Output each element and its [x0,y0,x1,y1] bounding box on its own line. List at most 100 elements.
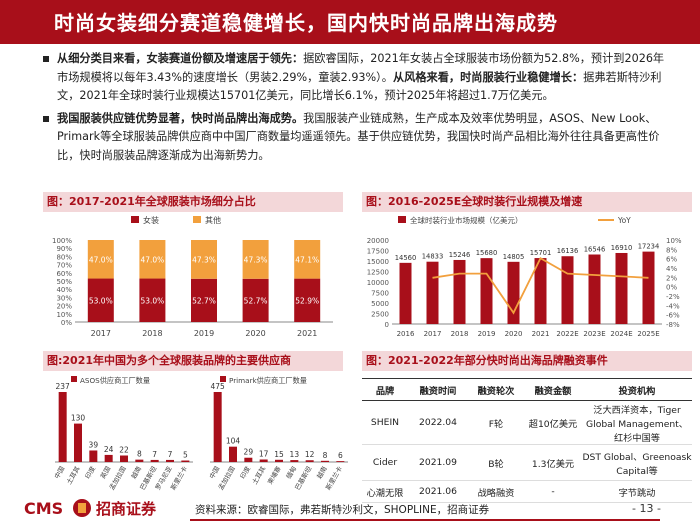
logo-emblem-inner [78,503,86,513]
figure-1-title: 图：2017-2021年全球服装市场细分占比 [43,192,343,212]
bar-supplier-count [244,457,253,462]
y-tick-label: 10000 [367,279,389,287]
data-label: 47.0% [89,255,113,264]
bar-supplier-count [74,423,82,462]
data-label: 53.0% [140,296,164,305]
x-tick-label: 2023E [583,330,605,338]
x-tick-label: 中国 [52,465,66,481]
bar-market-size [507,261,520,324]
legend-label: 女装 [143,215,159,225]
y-tick-label: 10% [56,311,72,319]
legend-label: Primark供应商工厂数量 [229,376,307,385]
bar-market-size [399,262,412,324]
y2-tick-label: 4% [666,265,677,273]
bullet-icon [43,115,49,122]
data-label: 39 [89,440,99,449]
bar-womenswear [294,278,321,322]
table-cell: 心潮无限 [362,480,408,503]
x-tick-label: 土耳其 [64,464,82,486]
x-tick-label: 印度 [83,464,98,480]
bar-other [87,240,114,279]
data-label: 47.3% [244,255,268,264]
bar-supplier-count [104,454,113,462]
table-cell: 2022.04 [408,400,468,445]
bullet-list: 从细分类目来看，女装赛道份额及增速居于领先：据欧睿国际，2021年女装占全球服装… [43,50,671,170]
y-tick-label: 90% [56,245,72,253]
yoy-line [432,256,649,315]
data-label: 47.3% [192,255,216,264]
table-header-cell: 品牌 [362,378,408,401]
x-tick-label: 2017 [424,330,442,338]
data-label: 7 [152,450,157,459]
y-tick-label: 80% [56,253,72,261]
y-tick-label: 0 [385,321,389,329]
figure-3-title: 图:2021年中国为多个全球服装品牌的主要供应商 [43,351,343,371]
bullet-1-bold-1: 从细分类目来看，女装赛道份额及增速居于领先： [57,52,304,65]
bar-market-size [615,252,628,324]
x-tick-label: 2022E [556,330,578,338]
data-label: 8 [323,451,328,460]
data-label: 15246 [449,251,471,259]
bar-market-size [588,254,601,324]
table-cell: 字节跳动 [582,480,692,503]
bar-supplier-count [321,460,329,462]
x-tick-label: 2019 [478,330,496,338]
bar-market-size [453,259,466,324]
x-tick-label: 2016 [397,330,415,338]
table-cell: 1.3亿美元 [524,444,582,481]
table-cell: 泛大西洋资本，Tiger Global Management、红杉中国等 [582,400,692,445]
bullet-2-bold-1: 我国服装供应链优势显著，快时尚品牌出海成势。 [57,111,304,125]
bar-supplier-count [229,446,237,462]
bar-market-size [561,256,574,324]
y2-tick-label: -4% [666,302,680,310]
data-label: 52.7% [244,296,268,305]
table-cell: Cider [362,444,408,481]
bar-supplier-count [120,455,128,462]
bar-other [191,240,217,279]
data-label: 16546 [584,246,606,254]
bullet-icon [43,56,49,62]
data-label: 16136 [557,247,579,255]
x-tick-label: 缅甸 [284,465,298,481]
page-number: - 13 - [632,502,661,515]
bar-supplier-count [259,459,268,462]
y-tick-label: 15000 [367,258,389,266]
data-label: 47.0% [140,255,164,264]
footer-divider [190,519,660,521]
y2-tick-label: 2% [666,274,677,282]
x-tick-label: 中国 [207,465,221,481]
data-label: 52.9% [295,296,319,305]
y-tick-label: 5000 [371,300,389,308]
data-label: 52.7% [192,296,216,305]
bar-supplier-count [135,459,144,462]
table-cell: 超10亿美元 [524,400,582,445]
y-tick-label: 100% [52,237,72,245]
bullet-2-text-1: 我国服装产业链成熟，生产成本及效率优势明显，ASOS、New Look、Prim… [57,111,660,162]
x-tick-label: 2020 [505,330,523,338]
x-tick-label: 英国 [98,465,112,481]
bar-supplier-count [213,392,222,462]
data-label: 16910 [611,244,633,252]
logo-cn-text: 招商证券 [96,500,157,518]
data-label: 104 [226,437,241,446]
bar-womenswear [139,278,166,322]
data-label: 17234 [638,243,660,251]
bar-market-size [642,251,655,324]
legend-label: 其他 [205,215,221,225]
table-cell: DST Global、Greenoask Capital等 [582,444,692,481]
title-bar: 时尚女装细分赛道稳健增长，国内快时尚品牌出海成势 [0,0,700,44]
y-tick-label: 70% [56,262,72,270]
bar-womenswear [87,278,114,322]
table-row: Cider 2021.09 B轮 1.3亿美元 DST Global、Green… [362,444,692,481]
y-tick-label: 17500 [367,248,389,256]
y2-tick-label: 6% [666,256,677,264]
data-label: 13 [290,450,300,459]
logo-text: CMS [24,499,63,518]
table-cell: 2021.06 [408,480,468,503]
bar-supplier-count [89,450,98,462]
funding-table: 品牌 融资时间 融资轮次 融资金额 投资机构 SHEIN 2022.04 F轮 … [362,378,692,503]
x-tick-label: 越南 [129,464,144,480]
bullet-2: 我国服装供应链优势显著，快时尚品牌出海成势。我国服装产业链成熟，生产成本及效率优… [43,110,671,166]
data-label: 29 [244,448,254,457]
data-label: 6 [338,451,343,460]
